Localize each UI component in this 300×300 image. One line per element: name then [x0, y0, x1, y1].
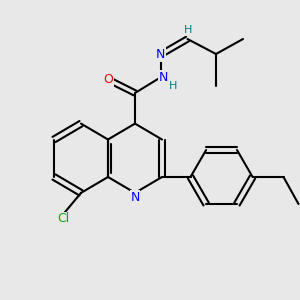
- Text: N: N: [156, 48, 165, 61]
- Text: H: H: [184, 25, 192, 35]
- Text: N: N: [130, 191, 140, 204]
- Text: Cl: Cl: [57, 212, 69, 226]
- Text: O: O: [103, 73, 113, 86]
- Text: N: N: [159, 71, 168, 84]
- Text: H: H: [169, 81, 177, 92]
